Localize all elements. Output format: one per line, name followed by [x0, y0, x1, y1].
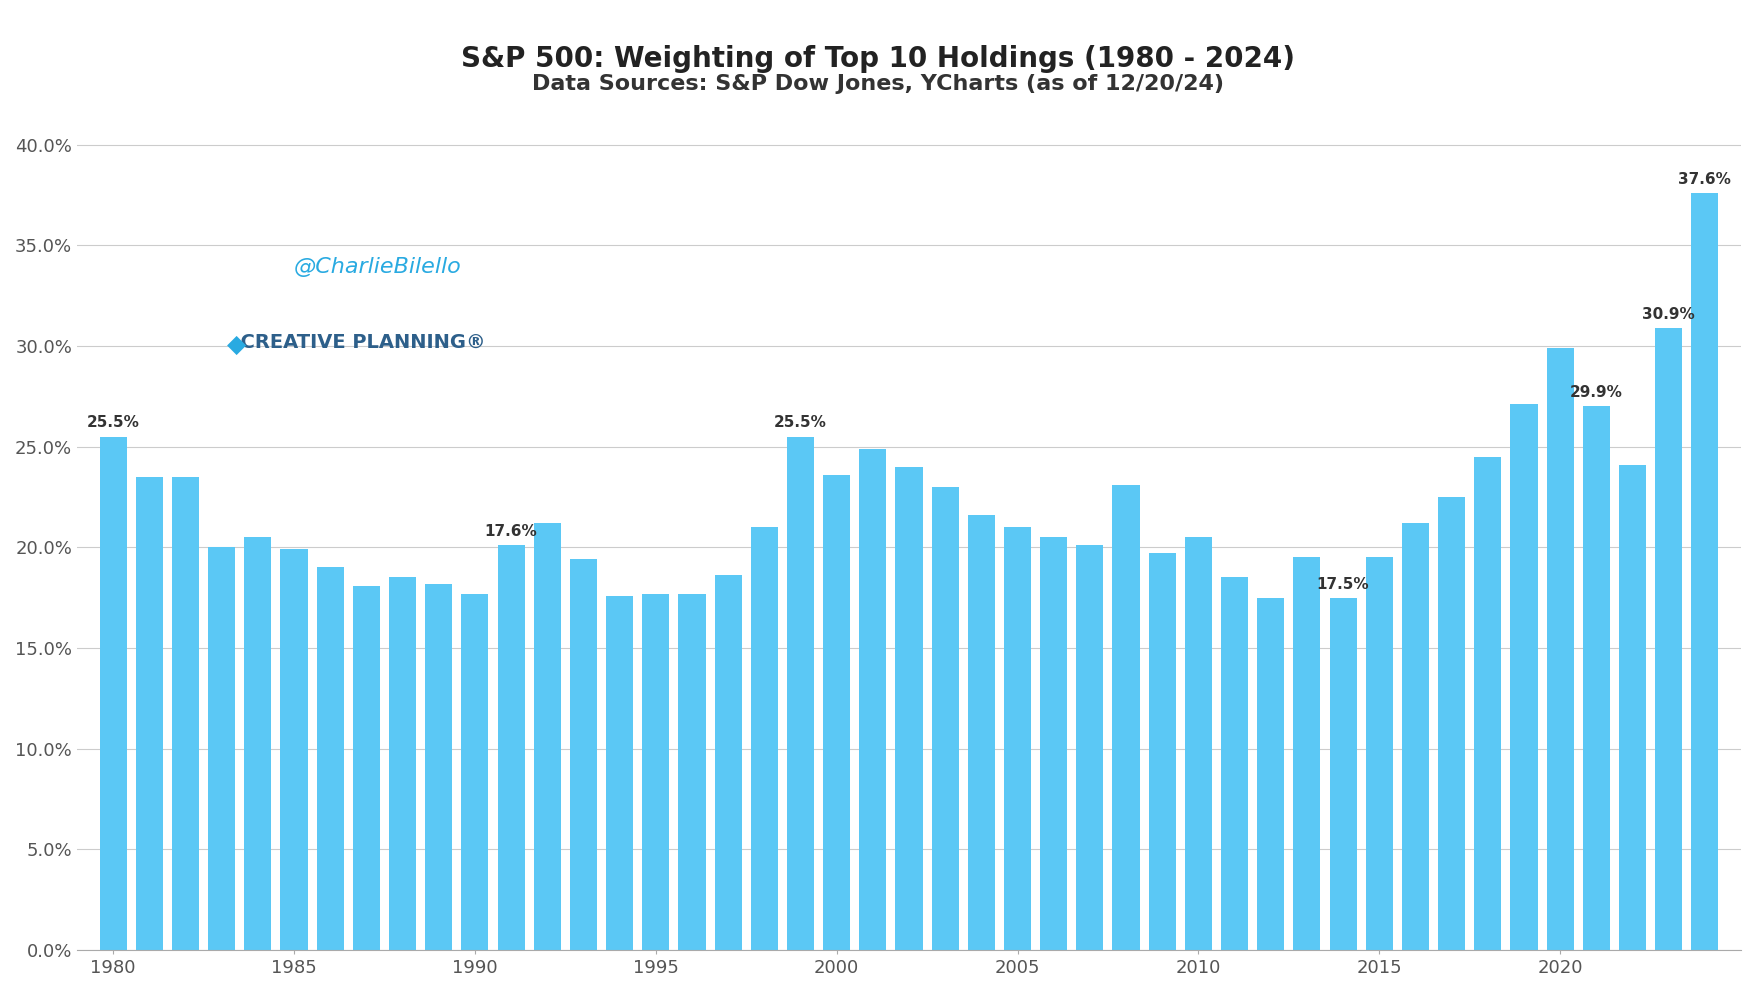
Bar: [895, 466, 921, 950]
Bar: [1076, 546, 1102, 950]
Text: 29.9%: 29.9%: [1569, 385, 1622, 401]
Bar: [316, 567, 344, 950]
Text: 37.6%: 37.6%: [1678, 172, 1730, 186]
Text: ◆: ◆: [226, 332, 246, 356]
Bar: [642, 593, 669, 950]
Bar: [1365, 558, 1392, 950]
Bar: [677, 593, 706, 950]
Bar: [497, 546, 525, 950]
Bar: [353, 585, 379, 950]
Text: 17.6%: 17.6%: [484, 524, 537, 540]
Bar: [390, 577, 416, 950]
Text: S&P 500: Weighting of Top 10 Holdings (1980 - 2024): S&P 500: Weighting of Top 10 Holdings (1…: [462, 45, 1293, 72]
Bar: [1509, 405, 1537, 950]
Bar: [823, 475, 849, 950]
Bar: [100, 436, 126, 950]
Text: Data Sources: S&P Dow Jones, YCharts (as of 12/20/24): Data Sources: S&P Dow Jones, YCharts (as…: [532, 74, 1223, 94]
Text: 17.5%: 17.5%: [1316, 576, 1369, 591]
Bar: [1618, 464, 1644, 950]
Bar: [1690, 192, 1718, 950]
Bar: [1148, 554, 1176, 950]
Bar: [1329, 597, 1357, 950]
Bar: [1293, 558, 1320, 950]
Bar: [462, 593, 488, 950]
Bar: [1220, 577, 1248, 950]
Bar: [135, 477, 163, 950]
Bar: [1581, 407, 1609, 950]
Bar: [1039, 538, 1067, 950]
Bar: [1474, 456, 1501, 950]
Bar: [281, 550, 307, 950]
Bar: [605, 595, 634, 950]
Bar: [786, 436, 814, 950]
Bar: [858, 448, 886, 950]
Bar: [1185, 538, 1211, 950]
Bar: [932, 487, 958, 950]
Bar: [1004, 527, 1030, 950]
Text: 25.5%: 25.5%: [86, 416, 139, 431]
Bar: [534, 523, 560, 950]
Bar: [1400, 523, 1429, 950]
Bar: [1546, 348, 1572, 950]
Bar: [1655, 327, 1681, 950]
Text: @CharlieBilello: @CharlieBilello: [293, 257, 462, 277]
Text: 25.5%: 25.5%: [774, 416, 827, 431]
Bar: [425, 583, 453, 950]
Bar: [1113, 485, 1139, 950]
Bar: [714, 575, 741, 950]
Bar: [1257, 597, 1283, 950]
Text: CREATIVE PLANNING®: CREATIVE PLANNING®: [226, 332, 484, 351]
Bar: [1437, 497, 1464, 950]
Bar: [967, 515, 995, 950]
Text: 30.9%: 30.9%: [1641, 307, 1694, 321]
Bar: [244, 538, 272, 950]
Bar: [751, 527, 777, 950]
Bar: [570, 559, 597, 950]
Bar: [172, 477, 198, 950]
Bar: [209, 548, 235, 950]
